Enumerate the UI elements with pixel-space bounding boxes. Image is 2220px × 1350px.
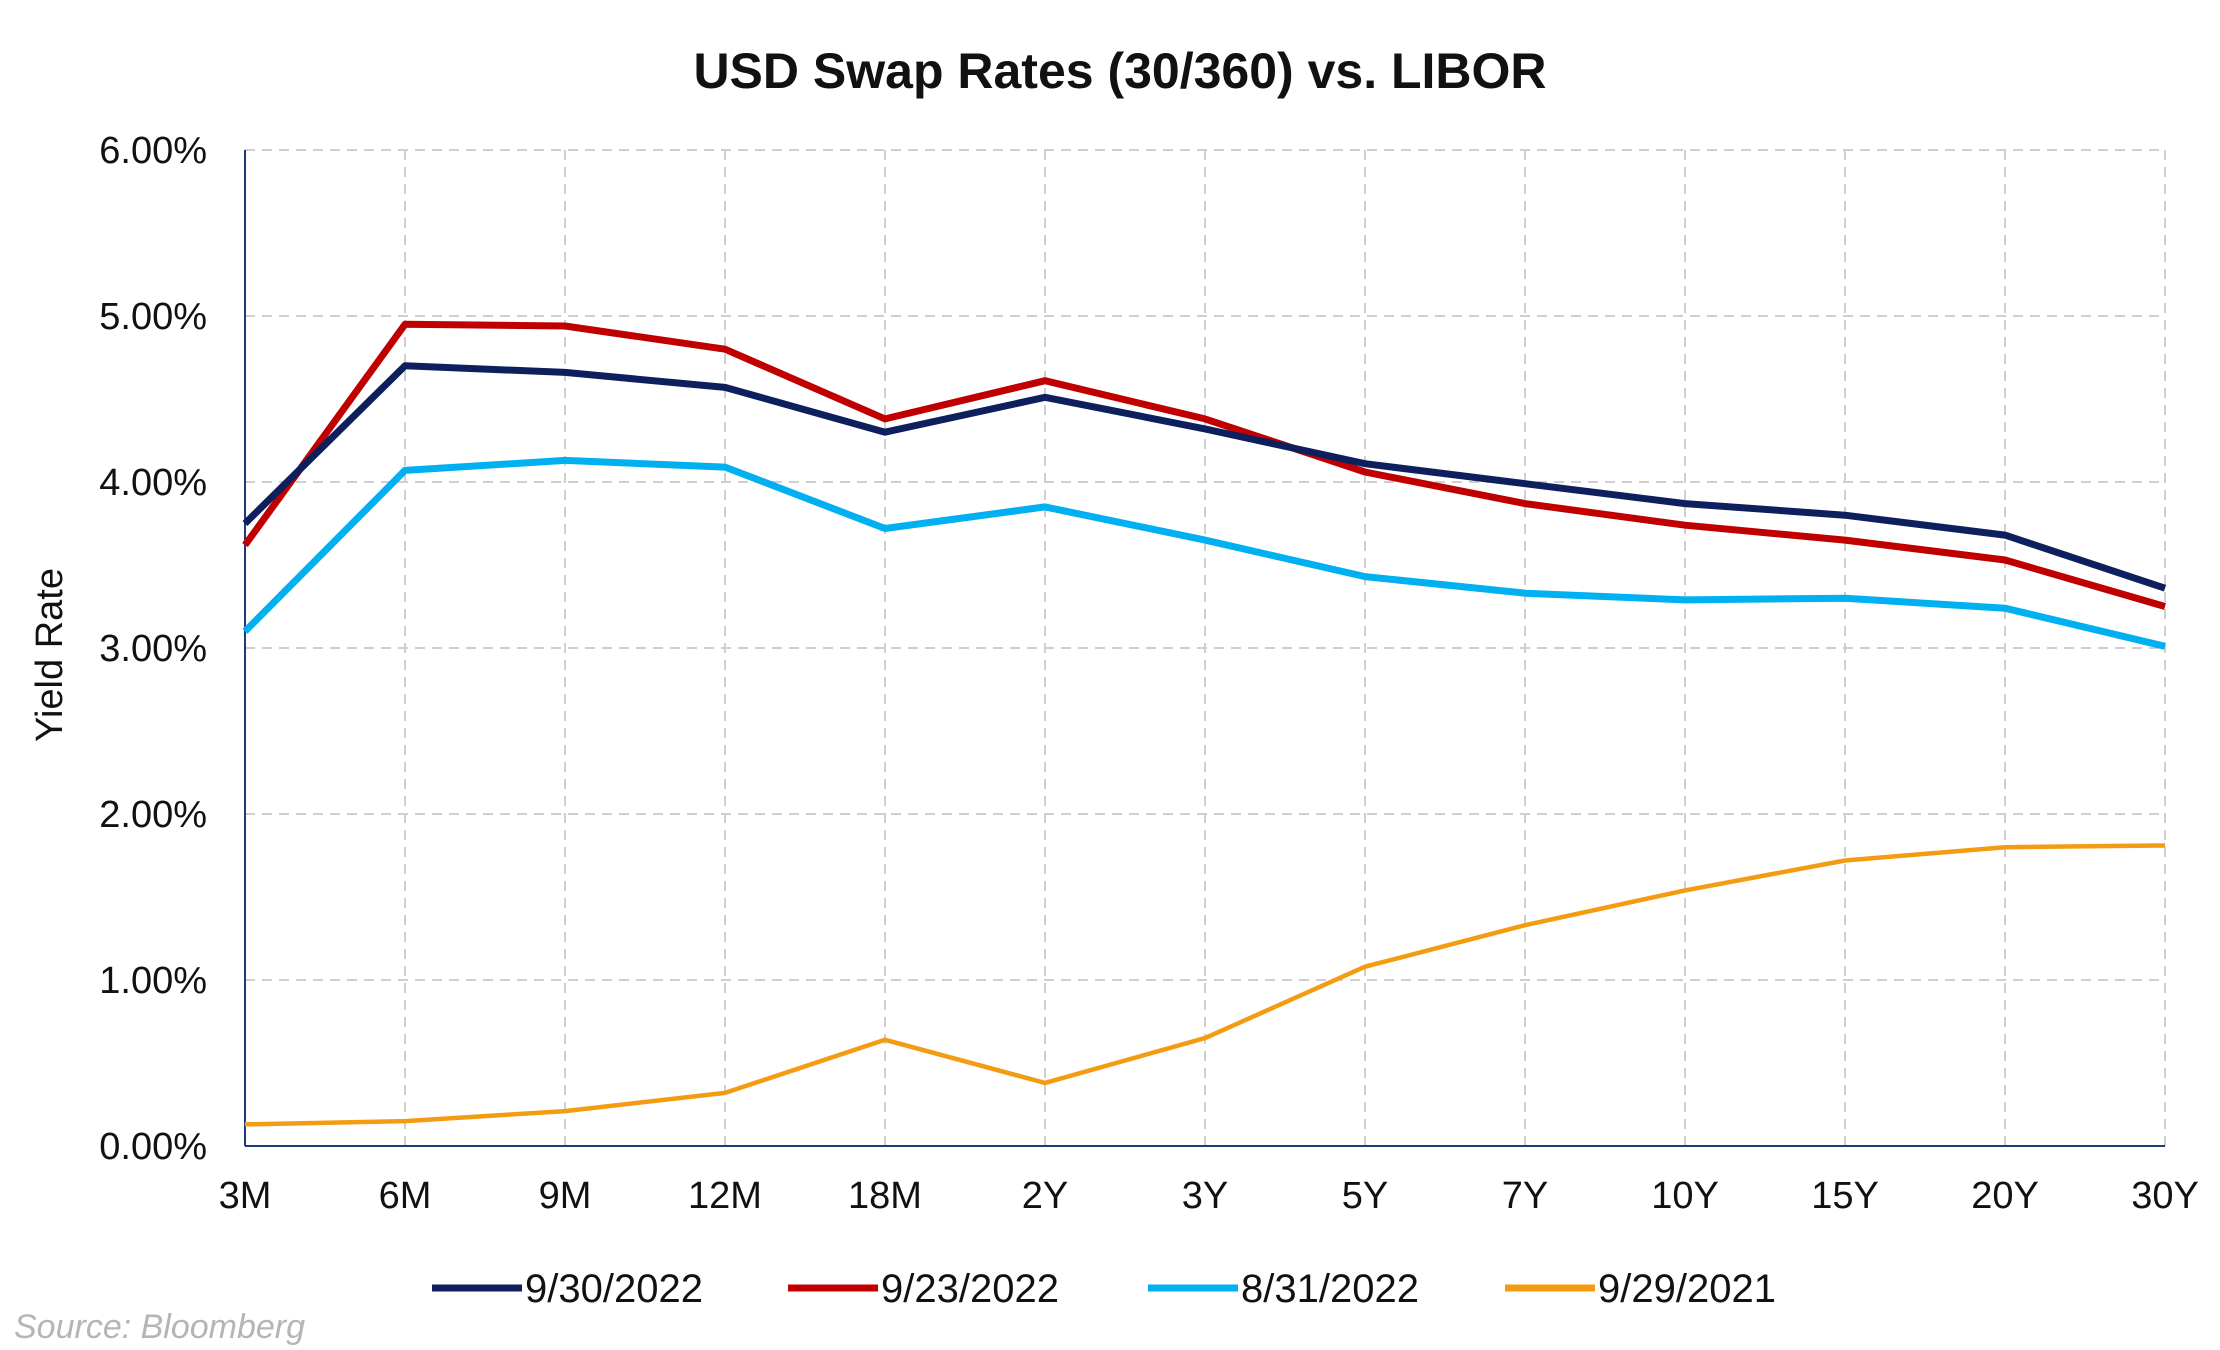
- y-tick-label: 1.00%: [99, 960, 207, 1002]
- chart-title: USD Swap Rates (30/360) vs. LIBOR: [693, 43, 1546, 99]
- y-axis-label: Yield Rate: [29, 568, 71, 742]
- x-tick-label: 3M: [219, 1175, 272, 1217]
- x-axis-ticks: 3M 6M 9M 12M 18M 2Y 3Y 5Y 7Y 10Y 15Y 20Y 30Y: [219, 1175, 2199, 1217]
- series-line-9-29-2021: [244, 843, 2166, 1127]
- y-tick-label: 3.00%: [99, 628, 207, 670]
- series-lines: [242, 320, 2167, 1127]
- legend-label: 9/30/2022: [525, 1267, 703, 1311]
- x-tick-label: 2Y: [1022, 1175, 1068, 1217]
- y-tick-label: 0.00%: [99, 1126, 207, 1168]
- x-tick-label: 3Y: [1182, 1175, 1228, 1217]
- x-tick-label: 6M: [379, 1175, 432, 1217]
- y-axis-ticks: 0.00% 1.00% 2.00% 3.00% 4.00% 5.00% 6.00%: [99, 130, 207, 1168]
- x-tick-label: 15Y: [1811, 1175, 1879, 1217]
- legend-label: 9/23/2022: [881, 1267, 1059, 1311]
- legend-label: 9/29/2021: [1598, 1267, 1776, 1311]
- y-tick-label: 4.00%: [99, 462, 207, 504]
- x-tick-label: 5Y: [1342, 1175, 1388, 1217]
- source-note: Source: Bloomberg: [14, 1308, 305, 1346]
- x-tick-label: 20Y: [1971, 1175, 2039, 1217]
- x-tick-label: 18M: [848, 1175, 922, 1217]
- series-line-9-23-2022: [242, 320, 2166, 610]
- axes: [244, 150, 2165, 1147]
- x-tick-label: 9M: [539, 1175, 592, 1217]
- legend: 9/30/2022 9/23/2022 8/31/2022 9/29/2021: [432, 1267, 1776, 1311]
- series-line-8-31-2022: [242, 456, 2166, 650]
- gridlines: [245, 149, 2166, 1146]
- series-line-9-30-2022: [242, 362, 2167, 592]
- y-tick-label: 5.00%: [99, 296, 207, 338]
- x-tick-label: 10Y: [1651, 1175, 1719, 1217]
- x-tick-label: 30Y: [2131, 1175, 2199, 1217]
- legend-label: 8/31/2022: [1241, 1267, 1419, 1311]
- y-tick-label: 6.00%: [99, 130, 207, 172]
- x-tick-label: 12M: [688, 1175, 762, 1217]
- y-tick-label: 2.00%: [99, 794, 207, 836]
- x-tick-label: 7Y: [1502, 1175, 1548, 1217]
